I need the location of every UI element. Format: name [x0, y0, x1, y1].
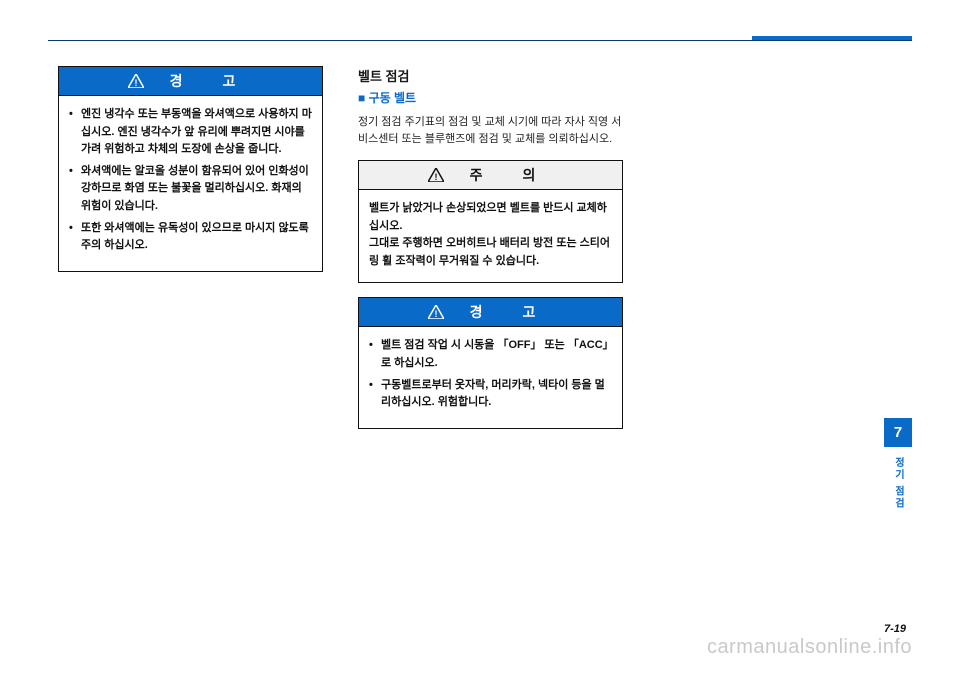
- warning-header-mid: ! 경 고: [359, 298, 622, 327]
- chapter-label: 정기 점검: [891, 447, 906, 520]
- warning-header-mid-text: 경 고: [452, 302, 554, 322]
- manual-page: ! 경 고 엔진 냉각수 또는 부동액을 와셔액으로 사용하지 마십시오. 엔진…: [48, 38, 912, 665]
- intro-paragraph: 정기 점검 주기표의 점검 및 교체 시기에 따라 자사 직영 서비스센터 또는…: [358, 114, 623, 148]
- section-title: 벨트 점검: [358, 66, 623, 85]
- svg-text:!: !: [434, 309, 437, 319]
- watermark-text: carmanualsonline.info: [707, 636, 912, 659]
- page-number: 7-19: [884, 623, 906, 635]
- list-item: 또한 와셔액에는 유독성이 있으므로 마시지 않도록 주의 하십시오.: [69, 220, 312, 255]
- caution-triangle-icon: !: [428, 168, 444, 182]
- caution-body: 벨트가 낡았거나 손상되었으면 벨트를 반드시 교체하십시오. 그대로 주행하면…: [359, 190, 622, 282]
- warning-triangle-icon: !: [128, 74, 144, 88]
- caution-box: ! 주 의 벨트가 낡았거나 손상되었으면 벨트를 반드시 교체하십시오. 그대…: [358, 160, 623, 283]
- warning-box-mid: ! 경 고 벨트 점검 작업 시 시동을 「OFF」 또는 「ACC」로 하십시…: [358, 297, 623, 428]
- list-item: 엔진 냉각수 또는 부동액을 와셔액으로 사용하지 마십시오. 엔진 냉각수가 …: [69, 106, 312, 159]
- list-item: 구동벨트로부터 옷자락, 머리카락, 넥타이 등을 멀리하십시오. 위험합니다.: [369, 377, 612, 412]
- sub-title: ■ 구동 벨트: [358, 89, 623, 106]
- warning-header-text: 경 고: [152, 71, 254, 91]
- middle-column: 벨트 점검 ■ 구동 벨트 정기 점검 주기표의 점검 및 교체 시기에 따라 …: [358, 66, 623, 443]
- warning-triangle-icon: !: [428, 305, 444, 319]
- warning-body-left: 엔진 냉각수 또는 부동액을 와셔액으로 사용하지 마십시오. 엔진 냉각수가 …: [59, 96, 322, 271]
- list-item: 벨트 점검 작업 시 시동을 「OFF」 또는 「ACC」로 하십시오.: [369, 337, 612, 372]
- svg-text:!: !: [434, 172, 437, 182]
- caution-text: 벨트가 낡았거나 손상되었으면 벨트를 반드시 교체하십시오. 그대로 주행하면…: [369, 200, 612, 270]
- top-rule: [48, 38, 912, 41]
- chapter-number: 7: [884, 418, 912, 447]
- list-item: 와셔액에는 알코올 성분이 함유되어 있어 인화성이 강하므로 화염 또는 불꽃…: [69, 163, 312, 216]
- caution-header: ! 주 의: [359, 161, 622, 190]
- warning-header: ! 경 고: [59, 67, 322, 96]
- warning-body-mid: 벨트 점검 작업 시 시동을 「OFF」 또는 「ACC」로 하십시오. 구동벨…: [359, 327, 622, 427]
- left-column: ! 경 고 엔진 냉각수 또는 부동액을 와셔액으로 사용하지 마십시오. 엔진…: [58, 66, 323, 286]
- warning-box-left: ! 경 고 엔진 냉각수 또는 부동액을 와셔액으로 사용하지 마십시오. 엔진…: [58, 66, 323, 272]
- caution-header-text: 주 의: [452, 165, 554, 185]
- svg-text:!: !: [134, 78, 137, 88]
- chapter-side-tab: 7 정기 점검: [884, 418, 912, 520]
